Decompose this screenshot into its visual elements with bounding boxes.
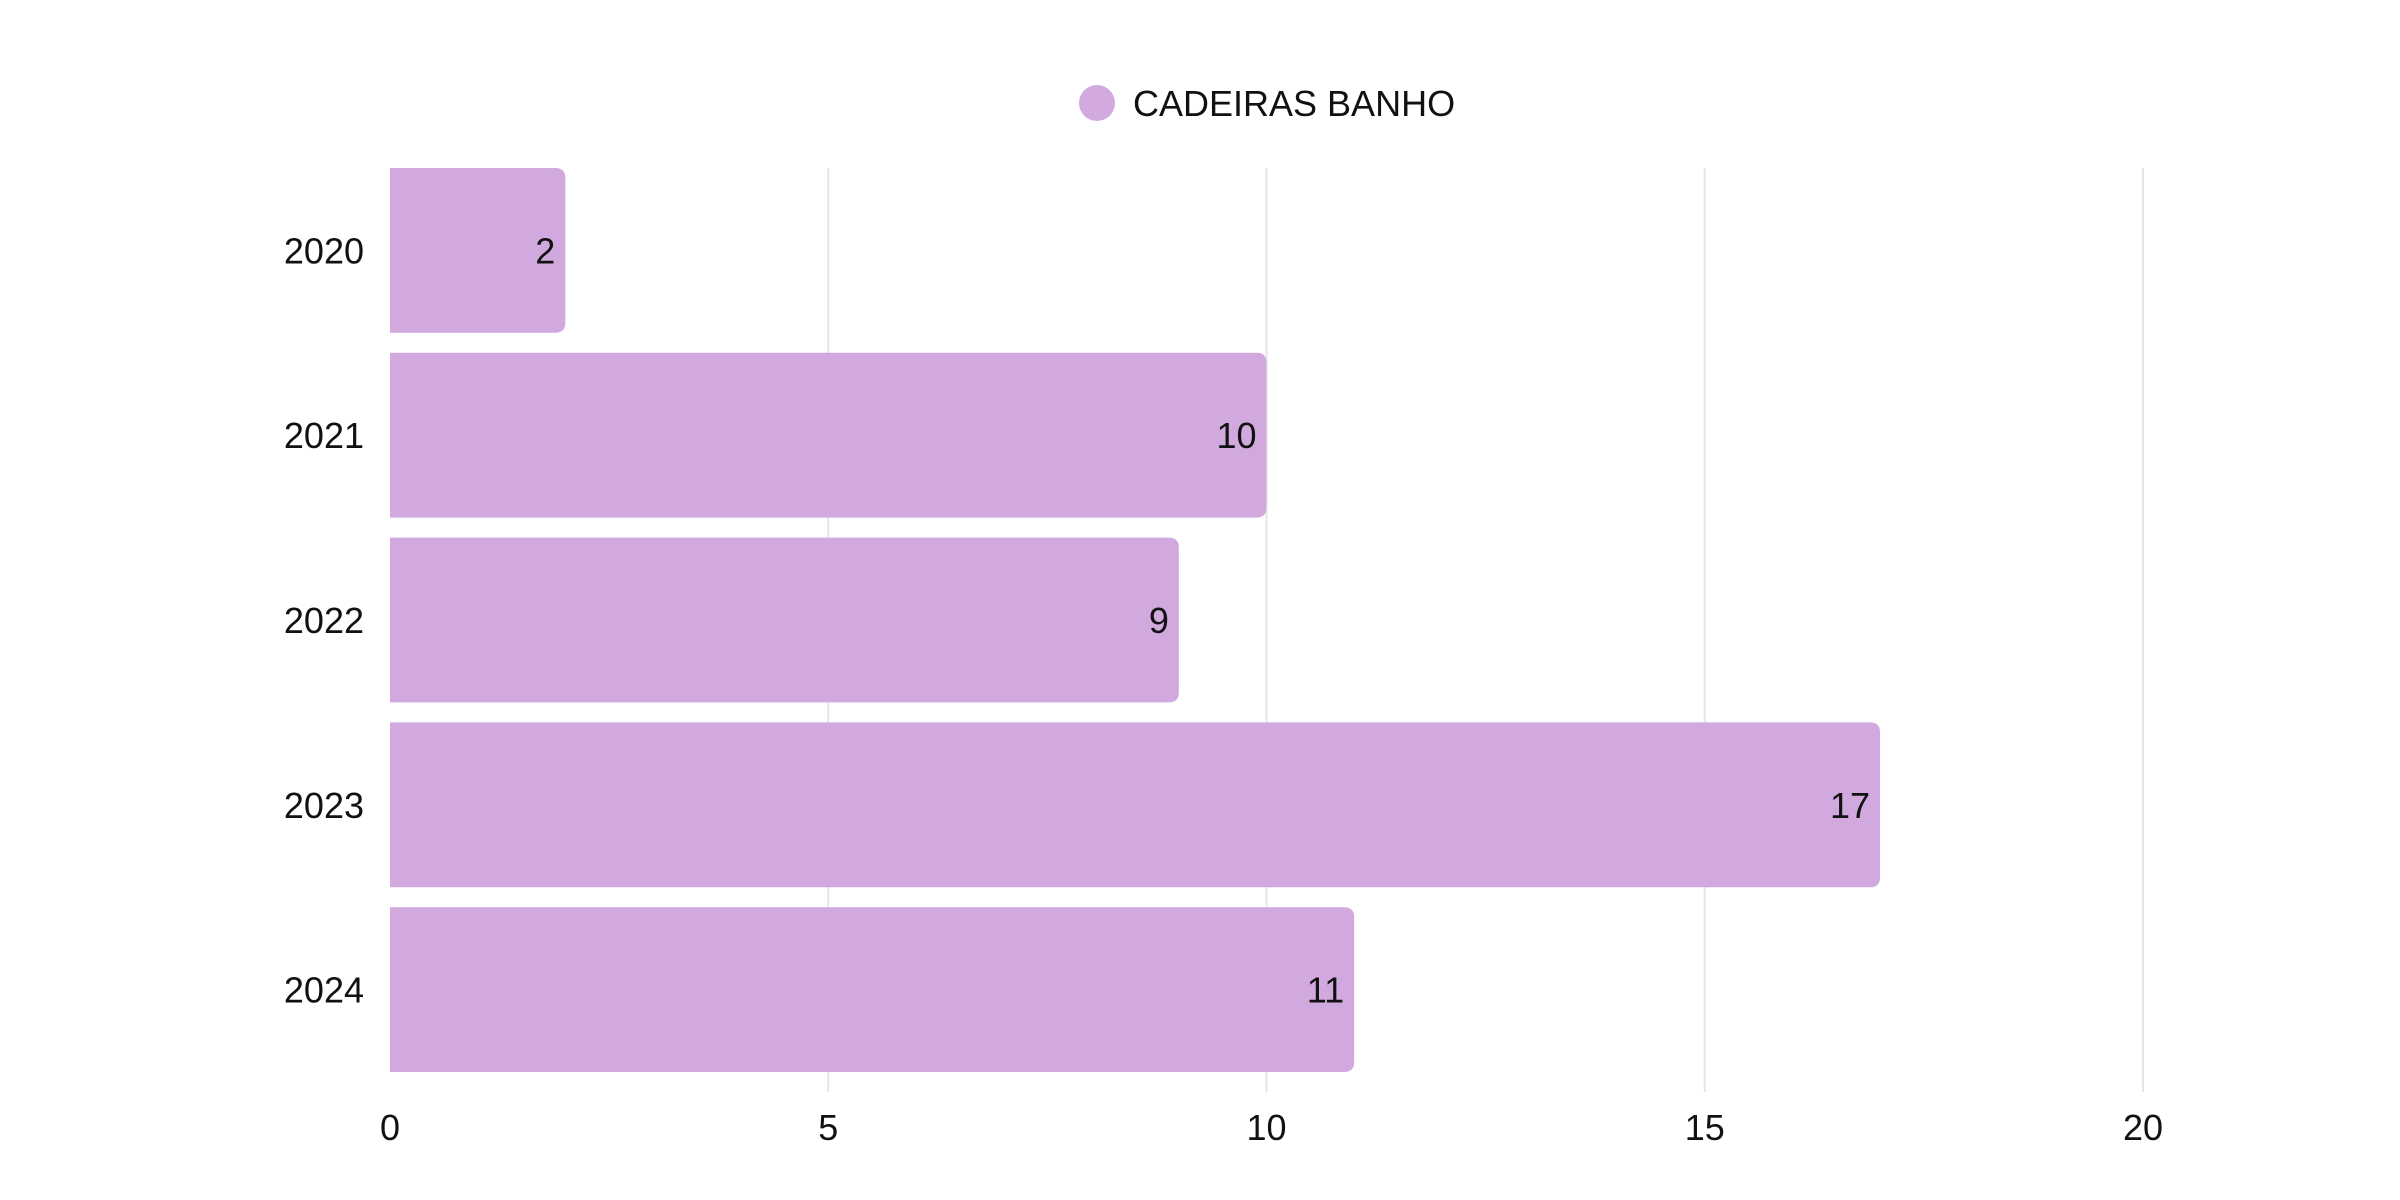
bar-2024[interactable] bbox=[390, 907, 1355, 1072]
y-tick-label-2022: 2022 bbox=[284, 600, 364, 641]
legend-marker bbox=[1079, 85, 1115, 121]
legend-label: CADEIRAS BANHO bbox=[1133, 83, 1455, 124]
bar-2021[interactable] bbox=[390, 352, 1267, 518]
data-label-2023: 17 bbox=[1830, 785, 1870, 826]
x-tick-label: 20 bbox=[2123, 1107, 2163, 1148]
data-label-2020: 2 bbox=[535, 230, 555, 271]
bar-2020[interactable] bbox=[390, 168, 566, 333]
label-layer: 2 10 9 17 11 bbox=[535, 230, 1870, 1010]
y-tick-label-2021: 2021 bbox=[284, 415, 364, 456]
y-tick-label-2020: 2020 bbox=[284, 230, 364, 271]
bar-2023[interactable] bbox=[390, 722, 1881, 888]
y-tick-label-2023: 2023 bbox=[284, 785, 364, 826]
data-label-2022: 9 bbox=[1149, 600, 1169, 641]
data-label-2024: 11 bbox=[1307, 970, 1344, 1011]
x-tick-label: 15 bbox=[1685, 1107, 1725, 1148]
x-tick-label: 10 bbox=[1246, 1107, 1286, 1148]
x-tick-label: 5 bbox=[818, 1107, 838, 1148]
bar-2022[interactable] bbox=[390, 537, 1179, 703]
x-tick-label: 0 bbox=[380, 1107, 400, 1148]
y-tick-label-2024: 2024 bbox=[284, 970, 364, 1011]
bar-layer bbox=[390, 168, 1881, 1072]
legend[interactable]: CADEIRAS BANHO bbox=[1079, 83, 1455, 124]
data-label-2021: 10 bbox=[1216, 415, 1256, 456]
